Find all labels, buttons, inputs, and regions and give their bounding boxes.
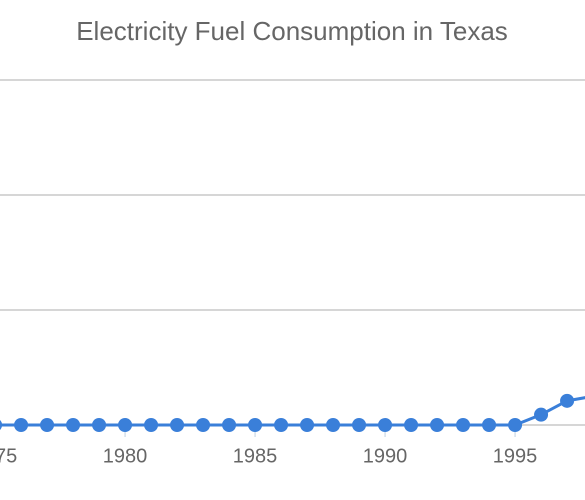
data-point [352,418,367,432]
chart-title: Electricity Fuel Consumption in Texas [76,16,508,46]
data-point [456,418,471,432]
data-point [482,418,497,432]
data-point [92,418,107,432]
data-point [430,418,445,432]
x-tick-label: 1975 [0,445,17,467]
data-point [508,418,523,432]
data-point [118,418,133,432]
data-point [560,393,575,408]
data-point [144,418,159,432]
data-point [0,420,3,430]
data-point [378,418,393,432]
x-tick-label: 1985 [233,445,278,467]
data-point [222,418,237,432]
data-point [14,418,29,432]
data-point [300,418,315,432]
data-point [534,407,549,422]
data-point [248,418,263,432]
x-tick-label: 1995 [493,445,538,467]
data-point [274,418,289,432]
data-point [40,418,55,432]
data-point [404,418,419,432]
data-point [170,418,185,432]
series-line [0,396,585,427]
data-point [326,418,341,432]
x-tick-label: 1980 [103,445,148,467]
data-point [196,418,211,432]
x-tick-label: 1990 [363,445,408,467]
data-point [66,418,81,432]
